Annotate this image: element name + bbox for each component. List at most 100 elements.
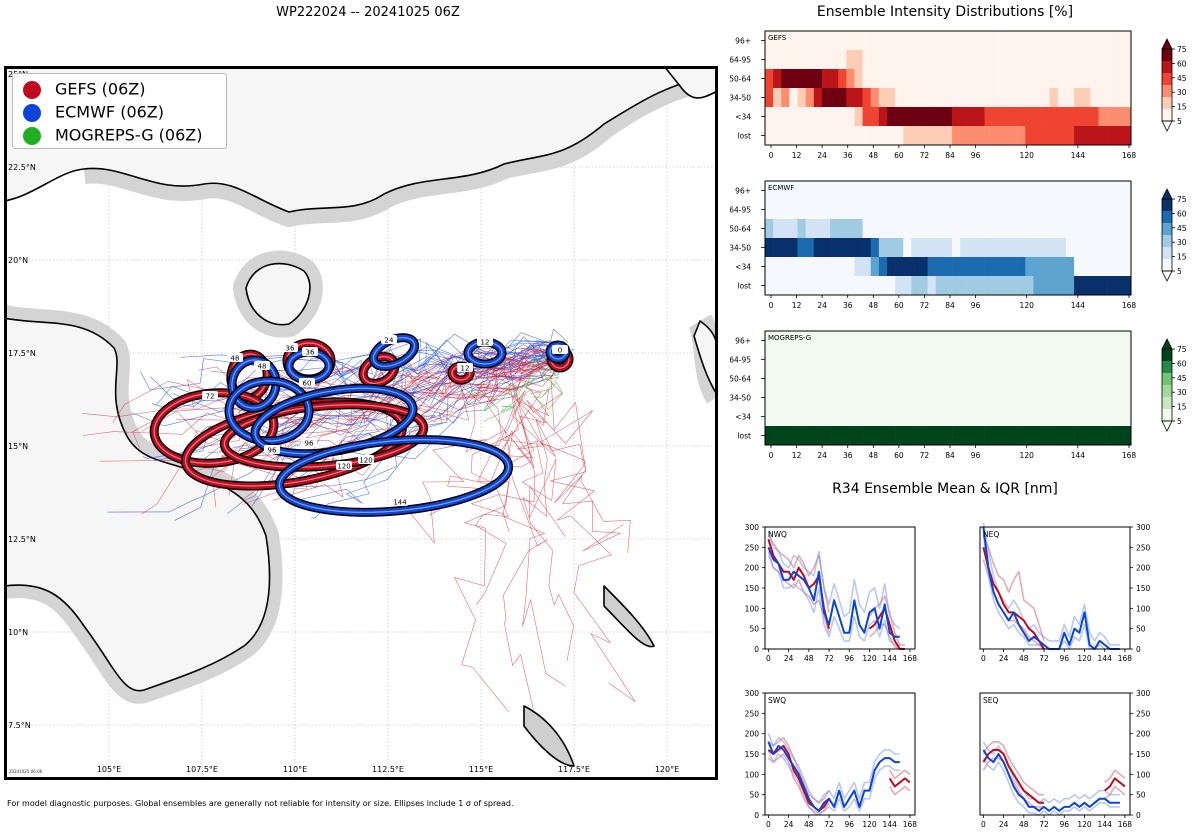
heatmap-cell xyxy=(765,369,774,389)
colorbar-frame xyxy=(1161,348,1173,422)
heatmap-cell xyxy=(1098,331,1107,351)
heatmap-cell xyxy=(781,350,790,370)
heatmap-cell xyxy=(943,350,953,370)
heatmap-cell xyxy=(903,181,912,201)
heatmap-cell xyxy=(1057,407,1067,427)
heatmap-cell xyxy=(968,69,977,89)
heatmap-cell xyxy=(1065,407,1075,427)
r34-y-label: 300 xyxy=(1136,689,1151,698)
lon-label: 115°E xyxy=(469,765,493,774)
heatmap-cell xyxy=(1049,350,1059,370)
heatmap-cell xyxy=(805,388,815,408)
heatmap-cell xyxy=(1098,50,1107,70)
r34-y-label: 50 xyxy=(749,625,759,634)
heatmap-cell xyxy=(1106,350,1116,370)
heatmap-cell xyxy=(1033,426,1042,446)
heatmap-cell xyxy=(1098,257,1107,277)
heatmap-cell xyxy=(984,238,994,258)
heatmap-cell xyxy=(919,126,928,146)
heatmap-cell xyxy=(935,69,945,89)
heatmap-cell xyxy=(1082,407,1091,427)
heatmap-cell xyxy=(1090,200,1099,220)
r34-quadrant-label: NEQ xyxy=(983,530,999,539)
colorbar-segment xyxy=(1162,211,1172,224)
heatmap-cell xyxy=(1000,388,1010,408)
heatmap-cell xyxy=(805,331,815,351)
gefs-hour-label: 120 xyxy=(337,463,350,471)
ecmwf-hour-label-bg xyxy=(392,497,408,506)
heatmap-cell xyxy=(1025,257,1034,277)
heatmap-cell xyxy=(1041,388,1050,408)
heatmap-cell xyxy=(1033,407,1042,427)
heatmap-cell xyxy=(862,31,872,51)
heatmap-cell xyxy=(1057,331,1067,351)
heatmap-cell xyxy=(862,407,872,427)
heatmap-cell xyxy=(797,388,806,408)
lon-label: 107.5°E xyxy=(186,765,218,774)
heatmap-cell xyxy=(1074,350,1083,370)
ecmwf-mean-line xyxy=(982,749,1120,812)
heatmap-cell xyxy=(984,107,994,127)
heatmap-cell xyxy=(789,69,798,89)
ecmwf-hour-label: 144 xyxy=(393,499,407,507)
heatmap-cell xyxy=(878,257,888,277)
r34-quadrant-label: SEQ xyxy=(983,696,998,705)
heatmap-cell xyxy=(1033,181,1042,201)
heatmap-cell xyxy=(1009,200,1018,220)
heatmap-cell xyxy=(968,369,977,389)
heatmap-cell xyxy=(1049,181,1059,201)
r34-x-label: 72 xyxy=(824,820,834,829)
heatmap-cell xyxy=(935,219,945,239)
heatmap-cell xyxy=(1082,331,1091,351)
heatmap-cell xyxy=(960,181,969,201)
heatmap-cell xyxy=(887,107,896,127)
heatmap-cell xyxy=(1074,369,1083,389)
heatmap-cell xyxy=(765,257,774,277)
heatmap-cell xyxy=(935,369,945,389)
heatmap-cell xyxy=(992,200,1002,220)
heatmap-cell xyxy=(1122,276,1132,296)
heatmap-cell xyxy=(1122,350,1132,370)
heatmap-cell xyxy=(1122,407,1132,427)
heatmap-cell xyxy=(870,331,880,351)
heatmap-cell xyxy=(895,50,904,70)
heatmap-cell xyxy=(960,388,969,408)
heatmap-cell xyxy=(984,331,994,351)
r34-x-label: 24 xyxy=(999,820,1009,829)
heatmap-cell xyxy=(960,200,969,220)
heatmap-cell xyxy=(789,388,798,408)
heatmap-cell xyxy=(830,107,839,127)
heatmap-cell xyxy=(821,257,831,277)
heatmap-cell xyxy=(1106,69,1116,89)
heatmap-cell xyxy=(1106,126,1116,146)
heatmap-cell xyxy=(773,50,782,70)
ecmwf-iqr-high-line xyxy=(767,733,900,804)
heatmap-cell xyxy=(935,257,945,277)
heatmap-cell xyxy=(1082,219,1091,239)
heatmap-cell xyxy=(952,276,961,296)
heatmap-cell xyxy=(846,257,855,277)
colorbar-label: 15 xyxy=(1177,103,1187,112)
heatmap-cell xyxy=(1098,238,1107,258)
heatmap-x-label: 168 xyxy=(1122,451,1137,460)
heatmap-cell xyxy=(1114,31,1124,51)
heatmap-cell xyxy=(1049,50,1059,70)
heatmap-x-label: 12 xyxy=(792,451,802,460)
heatmap-cell xyxy=(1049,257,1059,277)
heatmap-cell xyxy=(1082,350,1091,370)
heatmap-cell xyxy=(789,369,798,389)
heatmap-cell xyxy=(903,31,912,51)
heatmap-cell xyxy=(887,407,896,427)
heatmap-cell xyxy=(878,50,888,70)
heatmap-cell xyxy=(805,126,815,146)
heatmap-cell xyxy=(1033,69,1042,89)
heatmap-cell xyxy=(789,126,798,146)
heatmap-cell xyxy=(903,257,912,277)
heatmap-cell xyxy=(805,350,815,370)
heatmap-row-label: <34 xyxy=(735,413,751,422)
heatmap-cell xyxy=(838,388,847,408)
heatmap-cell xyxy=(854,31,863,51)
r34-y-label: 300 xyxy=(1136,523,1151,532)
heatmap-cell xyxy=(1041,369,1050,389)
heatmap-cell xyxy=(976,107,985,127)
